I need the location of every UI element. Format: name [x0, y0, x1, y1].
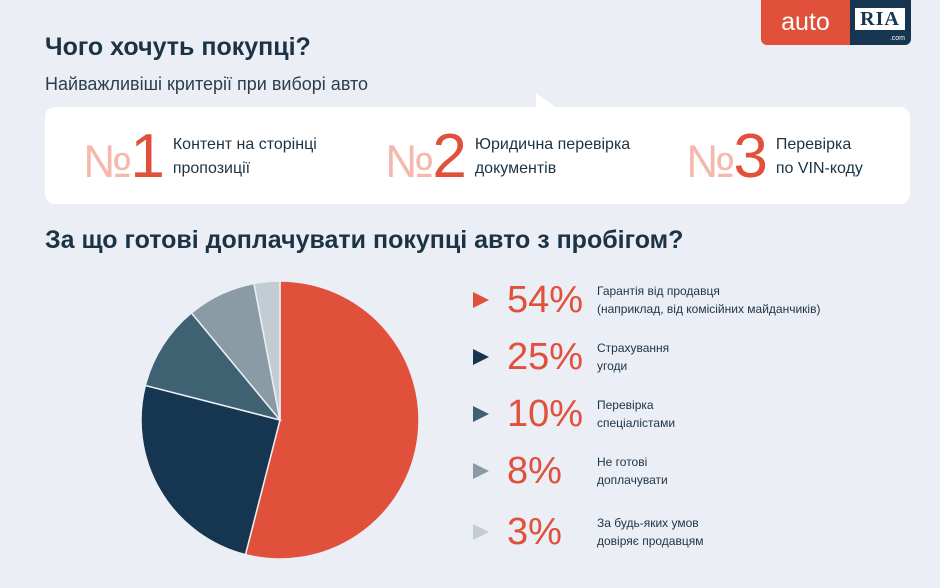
legend-percent: 8% — [507, 449, 562, 492]
legend-percent: 25% — [507, 335, 584, 378]
pie-slice-1 — [244, 280, 420, 560]
logo-ria-block: RIA .com — [850, 0, 911, 45]
pie-slice-5 — [253, 280, 281, 421]
criterion-rank: №1 — [83, 121, 165, 191]
legend-item: 54% Гарантія від продавця (наприклад, від… — [470, 275, 820, 325]
triangle-marker-icon — [473, 406, 489, 422]
logo-ria-text: RIA — [855, 8, 905, 30]
legend-label: За будь-яких умов довіряє продавцям — [597, 516, 704, 548]
criterion-2: №2 Юридична перевірка документів — [385, 119, 630, 194]
pie-slice-3 — [144, 311, 283, 422]
legend-percent: 10% — [507, 392, 584, 435]
pie-slice-2 — [140, 384, 281, 556]
legend-item: 8% Не готові доплачувати — [470, 446, 668, 496]
autoria-logo: auto RIA .com — [761, 0, 911, 45]
pie-chart — [140, 280, 420, 560]
criterion-3: №3 Перевірка по VIN-коду — [686, 119, 863, 194]
panel-notch — [536, 93, 558, 109]
legend-item: 3% За будь-яких умов довіряє продавцям — [470, 507, 703, 557]
criterion-rank: №2 — [385, 121, 467, 191]
criterion-text: Юридична перевірка документів — [474, 135, 631, 177]
logo-auto-text: auto — [761, 0, 850, 45]
legend-percent: 54% — [507, 278, 584, 321]
legend-percent: 3% — [507, 510, 562, 553]
triangle-marker-icon — [473, 349, 489, 365]
criterion-1: №1 Контент на сторінці пропозиції — [83, 119, 317, 194]
criteria-panel: №1 Контент на сторінці пропозиції №2 Юри… — [45, 107, 910, 204]
criterion-rank: №3 — [686, 121, 768, 191]
main-title: Чого хочуть покупці? — [45, 33, 311, 61]
criterion-text: Перевірка по VIN-коду — [775, 135, 863, 177]
legend-item: 10% Перевірка спеціалістами — [470, 389, 675, 439]
triangle-marker-icon — [473, 524, 489, 540]
criterion-text: Контент на сторінці пропозиції — [172, 135, 317, 177]
legend-label: Страхування угоди — [597, 341, 670, 373]
triangle-marker-icon — [473, 463, 489, 479]
main-subtitle: Найважливіші критерії при виборі авто — [45, 74, 369, 94]
triangle-marker-icon — [473, 292, 489, 308]
legend-item: 25% Страхування угоди — [470, 332, 669, 382]
legend-label: Гарантія від продавця (наприклад, від ко… — [597, 284, 821, 316]
logo-com-text: .com — [889, 35, 905, 42]
legend-label: Не готові доплачувати — [597, 455, 668, 487]
chart-title: За що готові доплачувати покупці авто з … — [45, 226, 684, 254]
legend-label: Перевірка спеціалістами — [597, 398, 676, 430]
